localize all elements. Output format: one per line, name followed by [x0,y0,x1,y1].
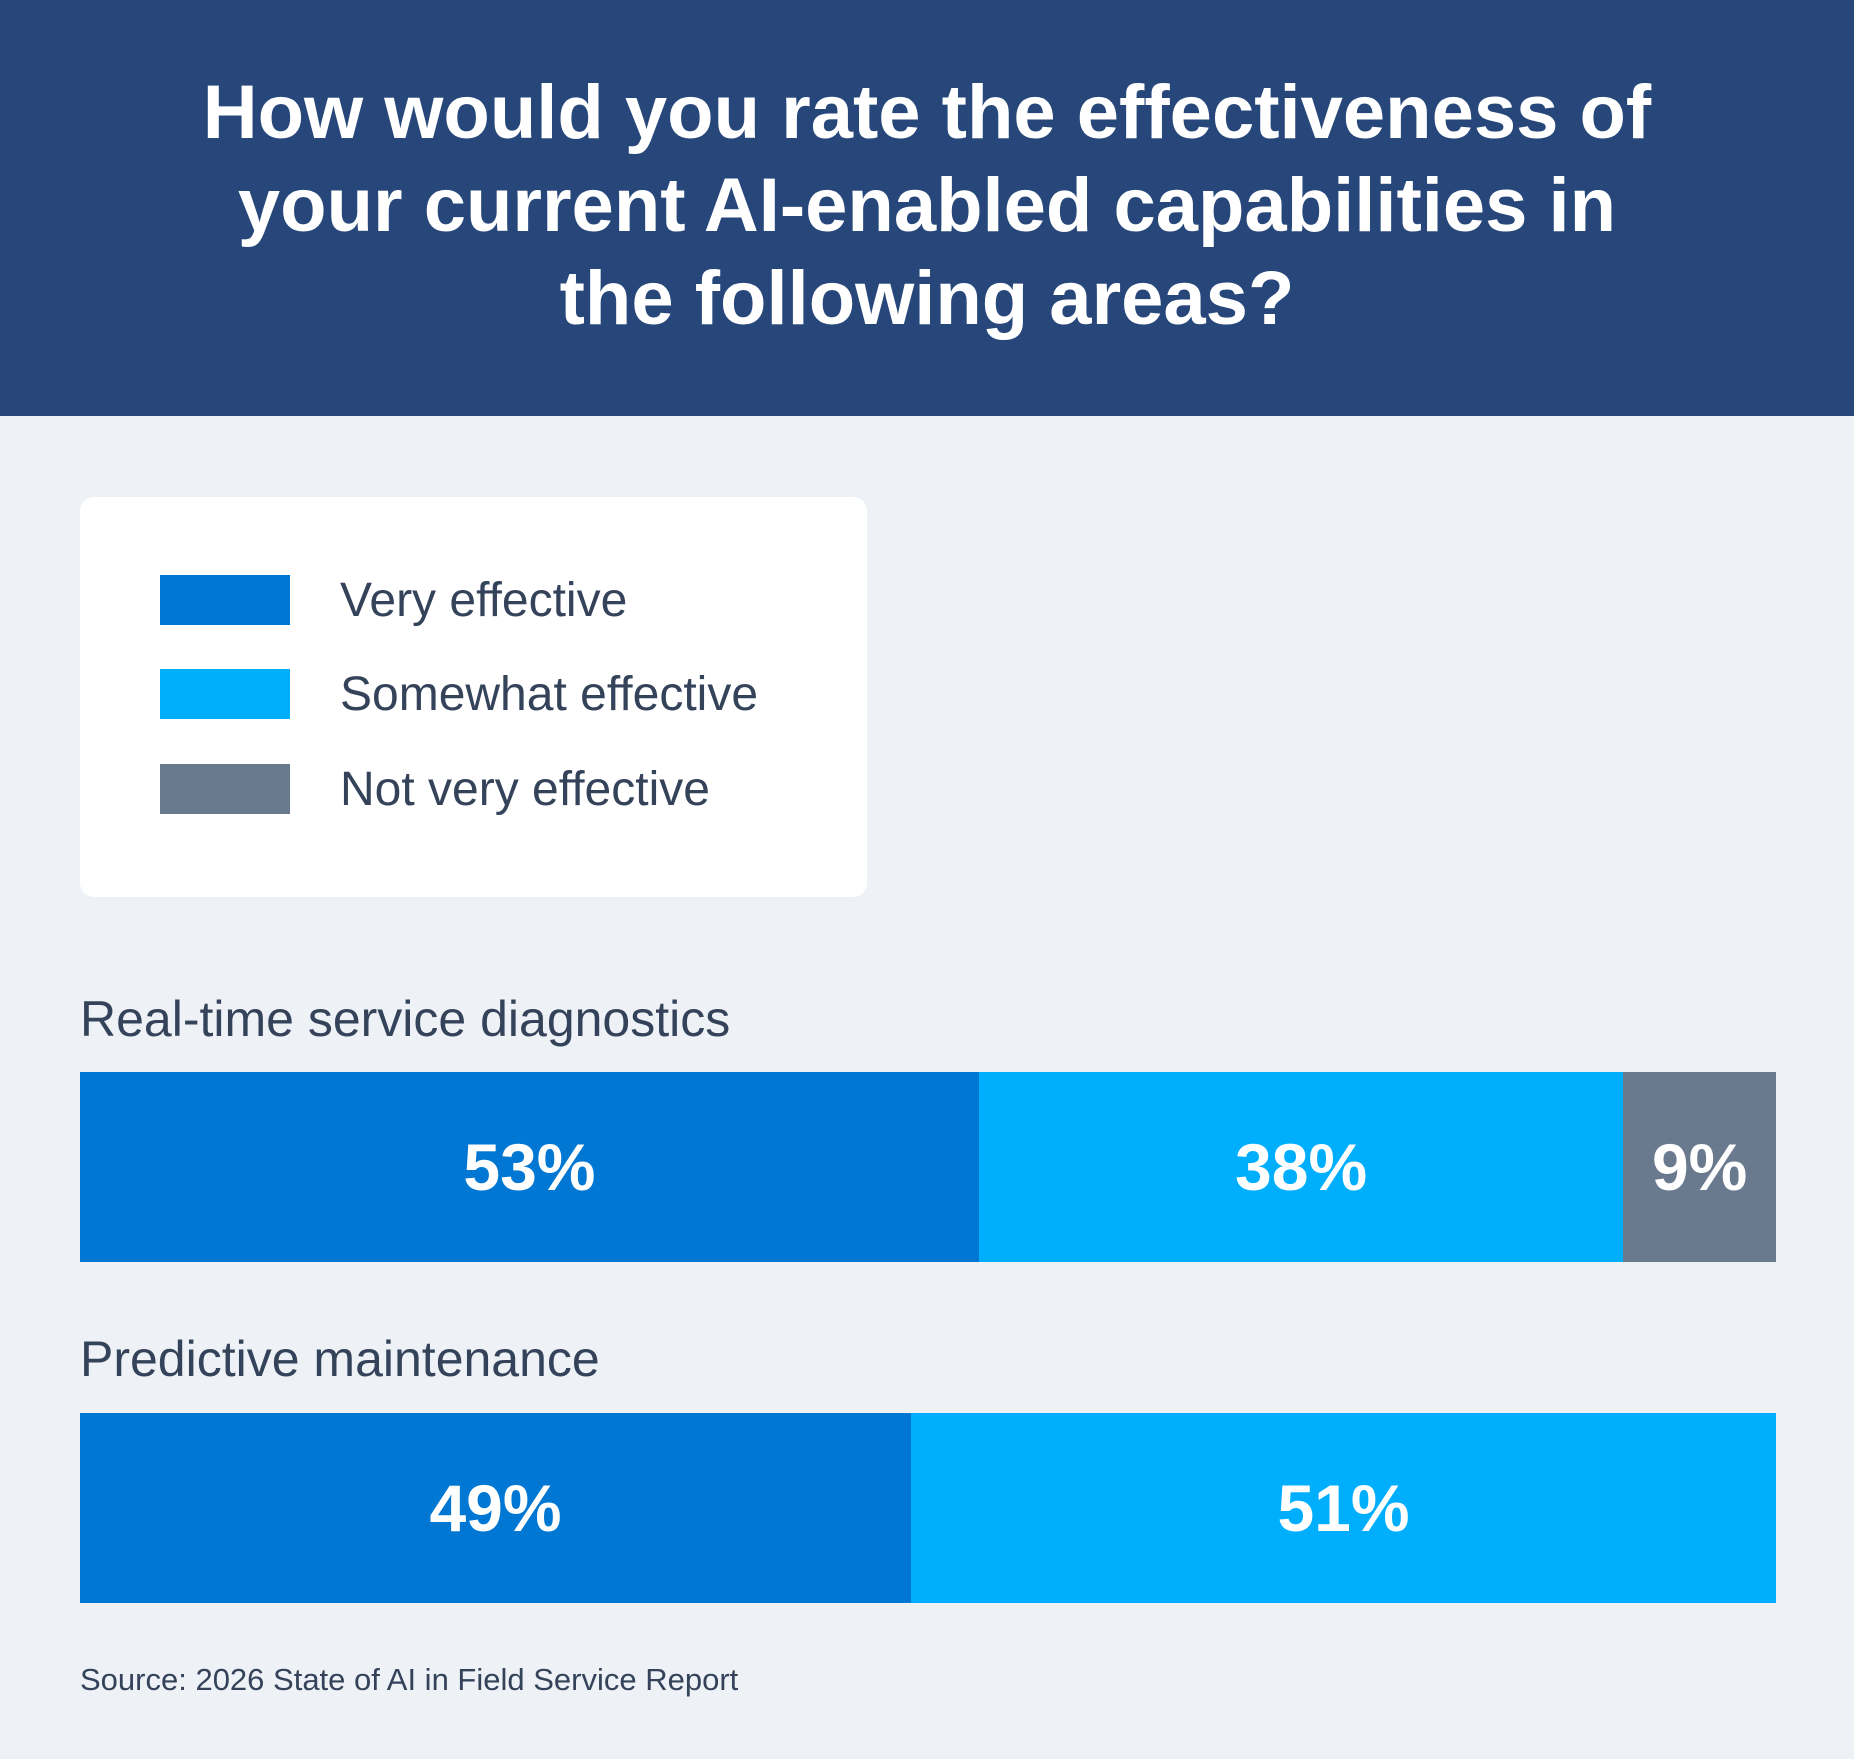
category-label: Real-time service diagnostics [80,991,731,1047]
chart-title: How would you rate the effectiveness of … [202,69,1652,341]
legend-item-somewhat-effective: Somewhat effective [160,668,758,721]
legend-swatch [160,575,290,625]
legend-label: Very effective [340,573,628,627]
legend-item-very-effective: Very effective [160,574,627,627]
bar-segment-not-very-effective: 9% [1623,1072,1776,1262]
legend-label: Not very effective [340,762,710,816]
bar-segment-very-effective: 49% [80,1413,912,1603]
data-label: 49% [429,1471,562,1545]
legend-item-not-very-effective: Not very effective [160,763,710,816]
legend-swatch [160,669,290,719]
stacked-bar-real-time-diagnostics: 53% 38% 9% [80,1072,1776,1262]
category-label: Predictive maintenance [80,1331,600,1387]
bar-segment-very-effective: 53% [80,1072,979,1262]
bar-segment-somewhat-effective: 38% [978,1072,1624,1262]
data-label: 53% [463,1130,596,1204]
legend-swatch [160,764,290,814]
data-label: 9% [1651,1130,1748,1204]
data-label: 51% [1277,1471,1410,1545]
data-label: 38% [1235,1130,1368,1204]
bar-segment-somewhat-effective: 51% [911,1413,1776,1603]
header-banner: How would you rate the effectiveness of … [0,0,1854,416]
legend: Very effective Somewhat effective Not ve… [80,497,867,897]
legend-label: Somewhat effective [340,667,759,721]
source-note: Source: 2026 State of AI in Field Servic… [80,1662,739,1697]
stacked-bar-predictive-maintenance: 49% 51% [80,1413,1776,1603]
